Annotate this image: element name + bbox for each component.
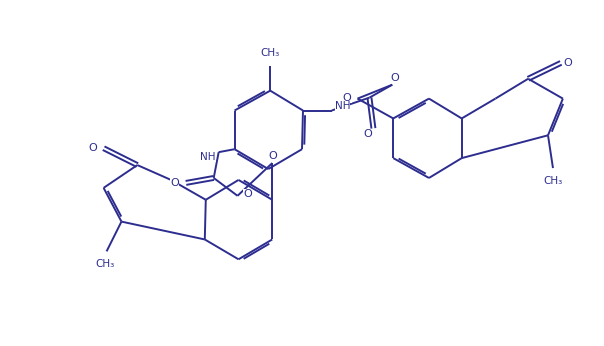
Text: NH: NH bbox=[200, 152, 216, 162]
Text: CH₃: CH₃ bbox=[261, 48, 280, 58]
Text: O: O bbox=[363, 129, 372, 139]
Text: CH₃: CH₃ bbox=[544, 176, 562, 186]
Text: O: O bbox=[343, 93, 352, 103]
Text: O: O bbox=[243, 189, 252, 199]
Text: NH: NH bbox=[335, 101, 350, 110]
Text: O: O bbox=[269, 151, 278, 161]
Text: O: O bbox=[170, 178, 179, 188]
Text: O: O bbox=[564, 58, 572, 68]
Text: CH₃: CH₃ bbox=[95, 259, 114, 269]
Text: O: O bbox=[88, 143, 97, 153]
Text: O: O bbox=[390, 73, 399, 83]
